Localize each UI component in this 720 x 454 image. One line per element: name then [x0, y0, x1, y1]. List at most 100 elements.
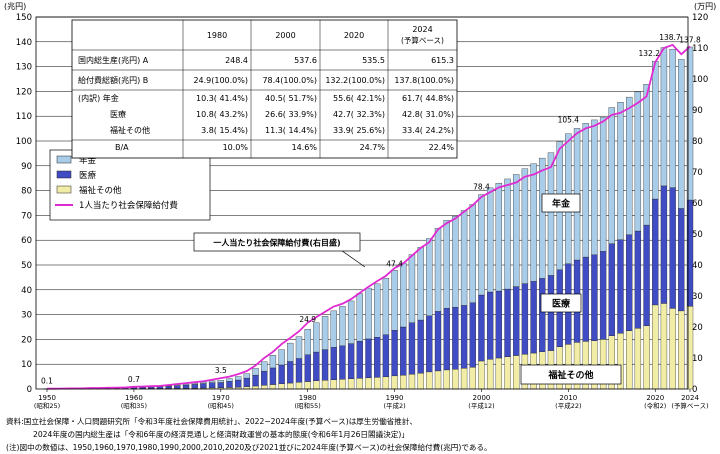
table-cell: 42.8( 31.0%): [402, 110, 454, 119]
bar-segment: [417, 319, 424, 374]
source-line-1: 資料:国立社会保障・人口問題研究所「令和3年度社会保障費用統計」、2022~20…: [6, 416, 417, 426]
bar-segment: [486, 291, 494, 360]
bar-segment: [417, 372, 424, 390]
bar-segment: [495, 290, 503, 359]
x-tick-label: 2024: [681, 394, 699, 402]
value-label: 0.1: [41, 377, 53, 386]
callout-box: [193, 232, 361, 252]
y-right-tick-label: 40: [692, 261, 703, 271]
bar-segment: [617, 102, 624, 240]
bar-segment: [660, 47, 668, 187]
bar-segment: [321, 380, 329, 390]
series-label-welfare: 福祉その他: [547, 369, 593, 381]
table-row-label: 国内総生産(兆円) A: [78, 55, 149, 65]
x-tick-sublabel: (平成2): [383, 401, 405, 410]
bar-segment: [339, 379, 346, 390]
series-label-pension: 年金: [552, 198, 571, 210]
legend-label: 1人当たり社会保障給付費: [79, 200, 178, 211]
bar-segment: [400, 326, 407, 376]
y-left-axis-label: (兆円): [4, 1, 26, 11]
x-tick-sublabel: (昭和25): [34, 401, 60, 410]
bar-segment: [191, 384, 198, 389]
value-label: 105.4: [558, 116, 580, 125]
value-label: 47.4: [386, 259, 403, 268]
bar-segment: [182, 383, 190, 386]
y-left-tick-label: 80: [21, 187, 32, 197]
table-header: 2000: [275, 31, 295, 40]
bar-segment: [469, 302, 476, 368]
bar-segment: [365, 287, 372, 340]
bar-segment: [400, 262, 407, 328]
value-label: 132.2: [639, 49, 661, 58]
table-cell: 248.4: [225, 56, 248, 65]
bar-segment: [460, 210, 468, 306]
y-left-tick-label: 30: [21, 311, 32, 321]
series-label-medical-box: [540, 293, 582, 313]
axes: 0 10 20 30 40 50 60 70 80 90 100 110 120 130 140 150 0 10…: [4, 1, 716, 410]
y-right-tick-label: 90: [692, 106, 703, 116]
bar-segment: [408, 373, 416, 390]
table-cell: 10.8( 43.2%): [196, 110, 248, 119]
y-left-tick-label: 120: [16, 87, 32, 97]
y-left-tick-label: 110: [16, 112, 32, 122]
y-left-tick-label: 70: [21, 211, 32, 221]
table-header: 2020: [344, 31, 364, 40]
bar-segment: [452, 215, 459, 308]
bar-segment: [304, 381, 311, 390]
y-right-tick-label: 0: [692, 385, 697, 395]
bar-segment: [626, 234, 633, 331]
y-left-tick-label: 40: [21, 286, 32, 296]
bar-segment: [669, 187, 676, 309]
legend-box: [49, 149, 211, 221]
bar-segment: [452, 368, 459, 390]
bar-segment: [652, 198, 659, 306]
bar-segment: [678, 310, 685, 390]
bar-segment: [443, 220, 450, 309]
bar-segment: [452, 306, 459, 370]
bar-segment: [356, 340, 363, 379]
legend-swatch: [56, 170, 72, 179]
table-cell: 78.4(100.0%): [262, 76, 317, 85]
x-tick-sublabel: (昭和35): [121, 401, 147, 410]
y-right-axis-label: (万円): [694, 2, 716, 11]
y-right-tick-label: 60: [692, 199, 703, 209]
value-label: 0.7: [128, 375, 140, 384]
table-cell: 14.6%: [292, 143, 318, 152]
bar-segment: [330, 310, 337, 348]
bar-segment: [486, 187, 494, 293]
bar-segment: [200, 383, 207, 389]
bar-segment: [287, 382, 294, 390]
x-tick-label: 1960: [125, 394, 143, 402]
table-cell: 33.4( 24.2%): [402, 126, 454, 135]
note-line: (注)図中の数値は、1950,1960,1970,1980,1990,2000,…: [6, 442, 492, 452]
value-label: 138.7: [659, 33, 681, 42]
bar-segment: [330, 379, 337, 390]
bar-segment: [261, 361, 268, 372]
bar-segment: [313, 351, 320, 381]
bar-segment: [252, 374, 259, 387]
bar-segment: [252, 368, 259, 376]
bars: [43, 46, 694, 390]
series-label-medical: 医療: [552, 298, 570, 310]
bar-segment: [374, 283, 381, 338]
bar-segment: [347, 343, 355, 380]
table-cell: 22.4%: [429, 143, 455, 152]
bar-segment: [182, 384, 190, 389]
bar-segment: [443, 307, 450, 371]
x-tick-label: 1970: [212, 394, 230, 402]
bar-segment: [356, 378, 363, 390]
y-right-tick-label: 10: [692, 354, 703, 364]
source-line-2: 2024年度の国内総生産は「令和6年度の経済見通しと経済財政運営の基本的態度(令…: [33, 429, 409, 439]
y-right-tick-label: 70: [692, 168, 703, 178]
series-label-pension-box: [541, 193, 581, 213]
bar-segment: [287, 342, 294, 362]
bar-segment: [278, 383, 285, 390]
bar-segment: [495, 357, 503, 390]
bar-segment: [339, 345, 346, 380]
table-row-label: 給付費総額(兆円) B: [78, 75, 148, 85]
table-cell: 137.8(100.0%): [394, 76, 454, 85]
bar-segment: [434, 228, 442, 312]
table-cell: 24.9(100.0%): [193, 76, 248, 85]
bar-segment: [234, 379, 242, 388]
